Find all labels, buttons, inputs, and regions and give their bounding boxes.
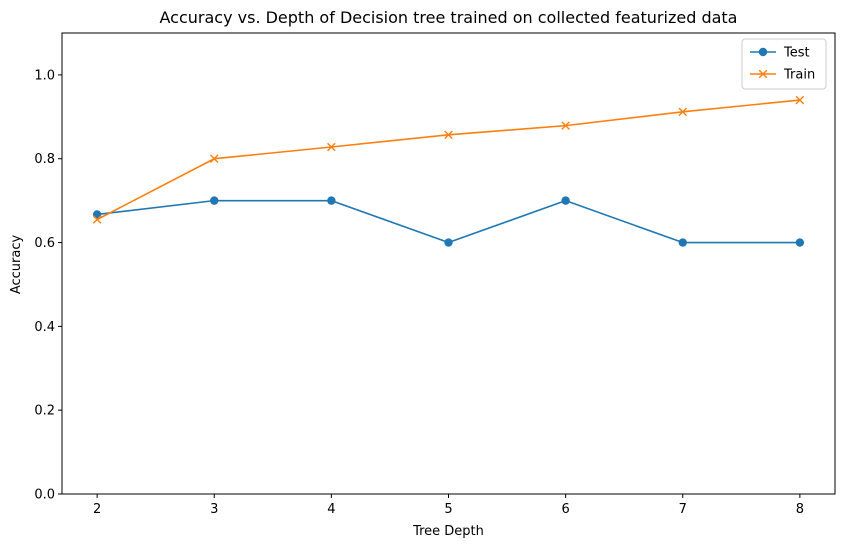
y-axis-label: Accuracy [9,235,24,295]
data-point-test [444,238,453,247]
chart-title: Accuracy vs. Depth of Decision tree trai… [160,8,738,27]
legend-marker-circle [758,47,768,57]
data-point-test [561,196,570,205]
x-tick-label: 6 [561,502,569,517]
x-tick-label: 3 [210,502,218,517]
x-marker-stroke [795,95,805,105]
y-tick-label: 1.0 [34,68,55,83]
y-tick-label: 0.8 [34,152,55,167]
legend-marker-x [758,69,768,79]
data-point-train [92,215,102,224]
data-point-test [210,196,219,205]
x-tick-label: 5 [444,502,452,517]
x-marker-stroke [92,215,102,224]
x-tick-label: 4 [327,502,335,517]
x-marker-stroke [561,121,570,130]
legend-item-train: Train [750,68,815,83]
data-point-train [678,107,688,117]
x-tick-label: 2 [93,502,101,517]
y-tick-label: 0.6 [34,236,55,251]
plot-area: 2 3 4 5 6 7 8 0.0 0.2 0.4 0.6 0.8 1.0 Test Train [34,32,836,517]
legend-label: Train [783,68,815,83]
x-tick-label: 8 [796,502,804,517]
data-point-test [678,238,687,247]
data-point-train [444,130,453,140]
y-tick-label: 0.4 [34,320,55,335]
x-axis-label: Tree Depth [412,524,484,539]
legend: Test Train [741,38,827,90]
data-point-train [209,154,219,164]
y-tick-label: 0.2 [34,404,55,419]
data-point-test [327,196,336,205]
y-tick-label: 0.0 [34,488,55,503]
legend-item-test: Test [750,46,810,61]
x-marker-stroke [444,130,453,140]
data-point-train [795,95,805,105]
data-point-train [327,142,336,152]
x-marker-stroke [327,142,336,152]
x-tick-label: 7 [679,502,687,517]
legend-label: Test [783,46,810,61]
data-point-test [795,238,805,247]
x-marker-stroke [678,107,688,117]
x-marker-stroke [209,154,219,164]
data-point-train [561,121,570,130]
